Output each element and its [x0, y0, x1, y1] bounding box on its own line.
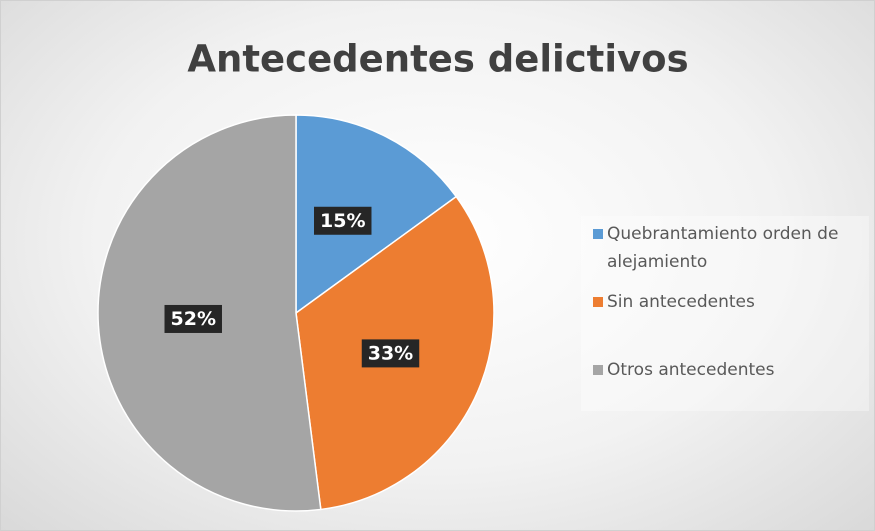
- legend-label: Quebrantamiento orden de alejamiento: [607, 224, 839, 272]
- data-label-text: 52%: [171, 308, 216, 330]
- legend-marker: [593, 365, 603, 375]
- data-label-box: [361, 339, 420, 368]
- legend-entry: Otros antecedentes: [593, 356, 861, 384]
- data-label-text: 33%: [368, 342, 413, 364]
- legend-marker: [593, 229, 603, 239]
- pie-slice: [295, 114, 458, 315]
- data-label: 15%: [314, 206, 372, 235]
- legend-marker: [593, 297, 603, 307]
- data-label-text: 15%: [320, 210, 365, 232]
- data-label-box: [314, 206, 372, 235]
- legend-entry: Quebrantamiento orden de alejamiento: [593, 220, 861, 276]
- legend-entry: Sin antecedentes: [593, 288, 861, 316]
- data-label: 33%: [361, 339, 420, 368]
- chart-title: Antecedentes delictivos: [187, 38, 688, 81]
- legend: Quebrantamiento orden de alejamiento Sin …: [581, 216, 869, 411]
- legend-label: Sin antecedentes: [607, 292, 755, 312]
- data-label: 52%: [164, 304, 222, 333]
- legend-label: Otros antecedentes: [607, 360, 775, 380]
- data-label-box: [164, 304, 222, 333]
